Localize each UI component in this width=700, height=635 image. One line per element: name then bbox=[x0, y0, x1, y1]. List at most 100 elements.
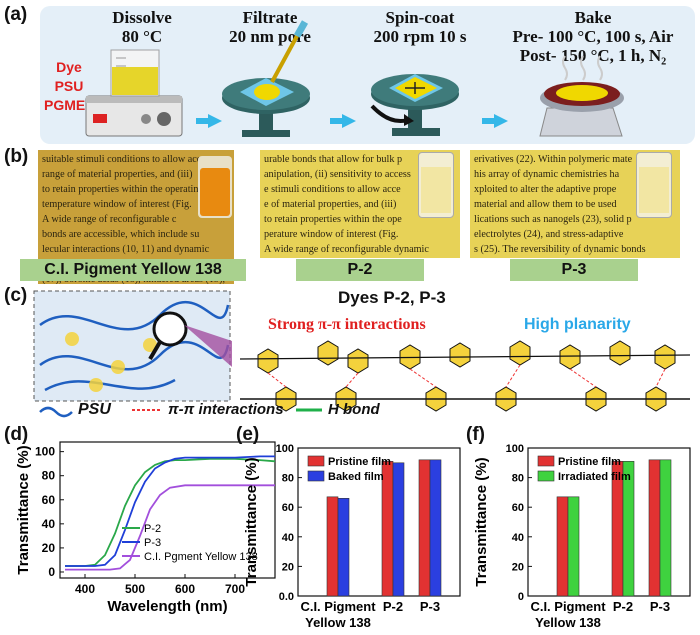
photo-text-line: s (25). The reversibility of dynamic bon… bbox=[474, 244, 646, 255]
bake-hotplate-icon bbox=[539, 55, 624, 137]
bar-2-2 bbox=[392, 462, 405, 597]
y-axis-label: Transmittance (%) bbox=[243, 457, 260, 586]
pgmea-label: PGMEA bbox=[44, 97, 96, 113]
photo-text-line: bonds are accessible, which include supr… bbox=[264, 257, 456, 258]
legend-psu: PSU bbox=[78, 401, 111, 418]
chart-baked-film-transmittance: 0.0 20 40 60 80 100 Transmittance (%) C.I. Pigm… bbox=[243, 443, 461, 630]
plot-frame bbox=[297, 447, 461, 597]
y-tick-label: 40 bbox=[512, 532, 524, 544]
step-bake-detail: Pre- 100 °C, 100 s, Air bbox=[512, 27, 674, 46]
legend-swatch-2 bbox=[537, 470, 555, 482]
photo-text-line: xploited to alter the adaptive prope bbox=[474, 184, 617, 195]
label-p3: P-3 bbox=[510, 259, 638, 281]
legend-label-2: Irradiated film bbox=[558, 471, 631, 483]
process-illustrations bbox=[85, 20, 624, 137]
y-tick-label: 60 bbox=[512, 502, 524, 514]
label-p2: P-2 bbox=[296, 259, 424, 281]
panel-label-b: (b) bbox=[4, 146, 29, 167]
category-label-3: P-3 bbox=[650, 599, 670, 614]
bar-1-1 bbox=[556, 496, 569, 597]
high-planarity-label: High planarity bbox=[524, 316, 631, 333]
flow-arrow-1-icon bbox=[208, 114, 222, 128]
flow-arrow-1-shaft bbox=[196, 118, 210, 124]
step-filtrate-label: Filtrate bbox=[242, 8, 298, 27]
series-line-2 bbox=[65, 455, 275, 567]
photo-text-line: his array of dynamic chemistries ha bbox=[474, 169, 620, 180]
step-bake-detail2: Post- 150 °C, 1 h, N₂ bbox=[519, 46, 667, 65]
step-bake-label: Bake bbox=[574, 8, 612, 27]
molecular-structure-diagram bbox=[33, 290, 691, 418]
bar-2-1 bbox=[567, 496, 580, 597]
y-axis-label: Transmittance (%) bbox=[15, 445, 32, 574]
strong-pi-pi-label: Strong π-π interactions bbox=[268, 316, 426, 333]
photo-text-line: A wide range of reconfigurable c bbox=[42, 214, 177, 225]
spin-coater-icon bbox=[370, 74, 459, 136]
psu-label: PSU bbox=[54, 78, 84, 94]
category-label-2: P-2 bbox=[613, 599, 633, 614]
legend-label-1: Pristine film bbox=[328, 456, 391, 468]
step-filtrate-title: Filtrate 20 nm pore bbox=[205, 8, 335, 46]
photo-text-line: erivatives (22). Within polymeric mate bbox=[474, 154, 633, 165]
vial-p2-icon bbox=[418, 152, 454, 218]
bar-2-1 bbox=[337, 498, 350, 597]
legend-label-1: P-2 bbox=[144, 523, 161, 535]
category-label-1: C.I. Pigment bbox=[530, 599, 606, 614]
y-tick-label: 20 bbox=[282, 561, 294, 573]
photo-text-line: temperature window of interest (Fig. bbox=[42, 199, 192, 210]
photo-text-line: material and allow them to be used bbox=[474, 199, 617, 210]
panel-label-f: (f) bbox=[466, 424, 485, 445]
y-tick-label: 40 bbox=[282, 532, 294, 544]
dye-component-list: Dye PSU PGMEA bbox=[44, 58, 96, 115]
beaker-icon bbox=[110, 49, 160, 97]
panel-label-d: (d) bbox=[4, 424, 29, 445]
y-tick-label: 60 bbox=[42, 493, 56, 507]
photo-text-line: bonds are accessible, which include su bbox=[42, 229, 200, 240]
photo-text-line: lecular interactions (10, 11) and dynami… bbox=[42, 244, 210, 255]
y-tick-label: 0 bbox=[518, 591, 524, 603]
photo-text-line: anipulation, (ii) sensitivity to access bbox=[264, 169, 411, 180]
step-dissolve-detail: 80 °C bbox=[121, 27, 163, 46]
y-tick-label: 80 bbox=[42, 469, 56, 483]
plot-frame bbox=[527, 447, 691, 597]
legend-swatch-1 bbox=[537, 455, 555, 467]
series-line-3 bbox=[65, 484, 275, 571]
photo-text-line: e of material properties, and (iii) bbox=[264, 199, 397, 210]
dyes-title: Dyes P-2, P-3 bbox=[338, 288, 446, 307]
step-spincoat-label: Spin-coat bbox=[385, 8, 455, 27]
plot-frame bbox=[59, 441, 276, 579]
flow-arrow-2-icon bbox=[342, 114, 356, 128]
legend-pi-pi: π-π interactions bbox=[168, 401, 284, 418]
x-tick-label: 600 bbox=[175, 582, 195, 596]
y-tick-label: 0.0 bbox=[279, 591, 294, 603]
photo-text-line: electrolytes (24), and stress-adaptive bbox=[474, 229, 624, 240]
photo-text-line: perature window of interest (Fig. bbox=[264, 229, 399, 240]
legend-label-2: Baked film bbox=[328, 471, 384, 483]
category-sublabel: Yellow 138 bbox=[535, 615, 601, 630]
photo-text-line: lications such as nanogels (23), solid p bbox=[474, 214, 632, 225]
bar-1-2 bbox=[381, 461, 394, 597]
photo-text-line: nder different environmental stimuli sat… bbox=[474, 257, 676, 258]
step-dissolve-label: Dissolve bbox=[112, 8, 172, 27]
y-tick-label: 40 bbox=[42, 517, 56, 531]
series-line-1 bbox=[65, 457, 276, 567]
step-spincoat-title: Spin-coat 200 rpm 10 s bbox=[355, 8, 485, 46]
photo-text-line: range of material properties, and (iii) bbox=[42, 169, 193, 180]
y-tick-label: 20 bbox=[512, 561, 524, 573]
step-bake-title: Bake Pre- 100 °C, 100 s, Air Post- 150 °… bbox=[488, 8, 698, 65]
photo-text-line: e stimuli conditions to allow acce bbox=[264, 184, 401, 195]
magnifier-icon bbox=[152, 311, 188, 347]
bar-1-1 bbox=[326, 496, 339, 597]
y-tick-label: 20 bbox=[42, 541, 56, 555]
category-sublabel: Yellow 138 bbox=[305, 615, 371, 630]
filter-stage-icon bbox=[222, 78, 310, 137]
step-filtrate-detail: 20 nm pore bbox=[229, 27, 311, 46]
category-label-3: P-3 bbox=[420, 599, 440, 614]
legend-swatch-2 bbox=[307, 470, 325, 482]
legend-label-1: Pristine film bbox=[558, 456, 621, 468]
photo-text-line: to retain properties within the ope bbox=[264, 214, 402, 225]
x-tick-label: 500 bbox=[125, 582, 145, 596]
y-axis-label: Transmittance (%) bbox=[473, 457, 490, 586]
bar-2-2 bbox=[622, 461, 635, 597]
chart-transmittance-spectra: 0 20 40 60 80 100 400 500 600 700 Wavelength (nm) T… bbox=[15, 441, 276, 615]
y-tick-label: 60 bbox=[282, 502, 294, 514]
